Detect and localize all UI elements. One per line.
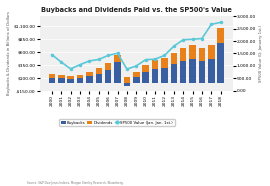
Bar [77, 78, 83, 83]
Bar [180, 48, 187, 61]
Bar [189, 45, 196, 59]
Bar [58, 78, 65, 83]
Bar [49, 74, 55, 78]
Bar [208, 45, 215, 59]
Bar [217, 43, 224, 83]
Bar [171, 64, 177, 83]
Bar [86, 76, 93, 83]
Bar [114, 62, 121, 83]
Bar [114, 55, 121, 62]
Bar [208, 59, 215, 83]
Text: Source: S&P Dow Jones Indices, Morgan Stanley Research, Bloomberg.
2017 data is : Source: S&P Dow Jones Indices, Morgan St… [27, 181, 123, 186]
Bar [142, 65, 149, 72]
Bar [171, 53, 177, 64]
Bar [217, 28, 224, 43]
Bar [96, 68, 102, 74]
Bar [142, 72, 149, 83]
Bar [68, 76, 74, 79]
Bar [189, 59, 196, 83]
Legend: Buybacks, Dividends, SP500 Value (Jan. Jan. 1st.): Buybacks, Dividends, SP500 Value (Jan. J… [59, 119, 175, 126]
Bar [133, 72, 140, 77]
Bar [96, 74, 102, 83]
Bar [161, 68, 168, 83]
Bar [180, 61, 187, 83]
Y-axis label: SP500 Value (Q: January 1st.): SP500 Value (Q: January 1st.) [259, 25, 263, 82]
Bar [152, 60, 158, 69]
Y-axis label: Buybacks & Dividends in Billions of Dollars: Buybacks & Dividends in Billions of Doll… [7, 12, 11, 95]
Bar [68, 79, 74, 83]
Bar [161, 58, 168, 68]
Bar [124, 77, 130, 83]
Bar [105, 63, 112, 70]
Bar [49, 78, 55, 83]
Bar [86, 72, 93, 76]
Bar [199, 61, 205, 83]
Bar [199, 48, 205, 61]
Bar [77, 75, 83, 78]
Bar [124, 83, 130, 86]
Bar [105, 70, 112, 83]
Title: Buybacks and Dividends Paid vs. the SP500's Value: Buybacks and Dividends Paid vs. the SP50… [41, 7, 232, 13]
Bar [58, 75, 65, 78]
Bar [152, 69, 158, 83]
Bar [133, 77, 140, 83]
